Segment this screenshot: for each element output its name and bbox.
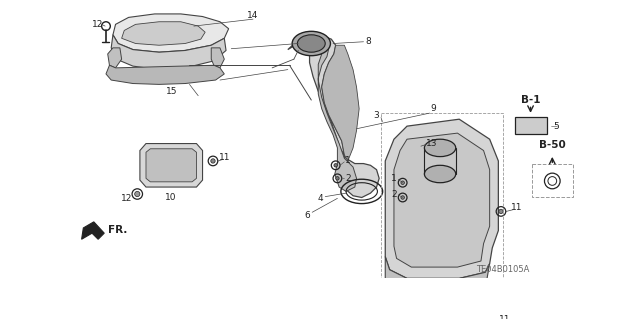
Text: 4: 4 [317,194,323,203]
Circle shape [413,144,418,148]
Text: 8: 8 [366,37,372,46]
Polygon shape [111,35,226,70]
Circle shape [335,177,339,180]
Polygon shape [394,133,490,267]
Circle shape [134,191,140,197]
FancyBboxPatch shape [515,116,547,134]
Ellipse shape [424,165,456,183]
Text: 5: 5 [554,122,559,131]
Polygon shape [106,65,224,85]
Text: 1: 1 [345,156,351,166]
Polygon shape [301,43,356,191]
Polygon shape [288,37,379,197]
Circle shape [401,196,404,199]
Circle shape [211,159,215,163]
Text: B-50: B-50 [539,140,566,150]
Polygon shape [146,149,196,182]
Text: 10: 10 [164,193,176,202]
Text: TE04B0105A: TE04B0105A [476,265,529,274]
Polygon shape [211,48,224,68]
Polygon shape [385,287,490,319]
Text: 9: 9 [430,104,436,113]
Polygon shape [113,14,228,52]
Text: 6: 6 [304,211,310,220]
Circle shape [485,315,489,319]
Text: 11: 11 [499,315,510,319]
Text: 1: 1 [391,174,397,183]
Text: 11: 11 [511,204,522,212]
Circle shape [499,209,503,214]
Polygon shape [385,257,490,292]
Circle shape [334,164,337,167]
Polygon shape [108,48,122,68]
Ellipse shape [298,35,325,52]
Text: 2: 2 [345,174,351,183]
Text: 2: 2 [391,189,397,198]
Text: 12: 12 [121,194,132,203]
Ellipse shape [292,31,330,56]
Ellipse shape [424,139,456,157]
Text: 11: 11 [218,153,230,162]
Text: 12: 12 [92,20,103,29]
Polygon shape [140,144,202,187]
Text: 15: 15 [166,87,178,96]
Polygon shape [385,119,499,278]
Circle shape [401,181,404,184]
Polygon shape [322,45,359,161]
Text: 13: 13 [426,139,437,148]
Text: B-1: B-1 [521,95,540,105]
Polygon shape [82,222,104,239]
Text: 14: 14 [247,11,259,20]
Text: FR.: FR. [108,225,128,235]
Text: 3: 3 [374,111,380,120]
Polygon shape [122,22,205,45]
